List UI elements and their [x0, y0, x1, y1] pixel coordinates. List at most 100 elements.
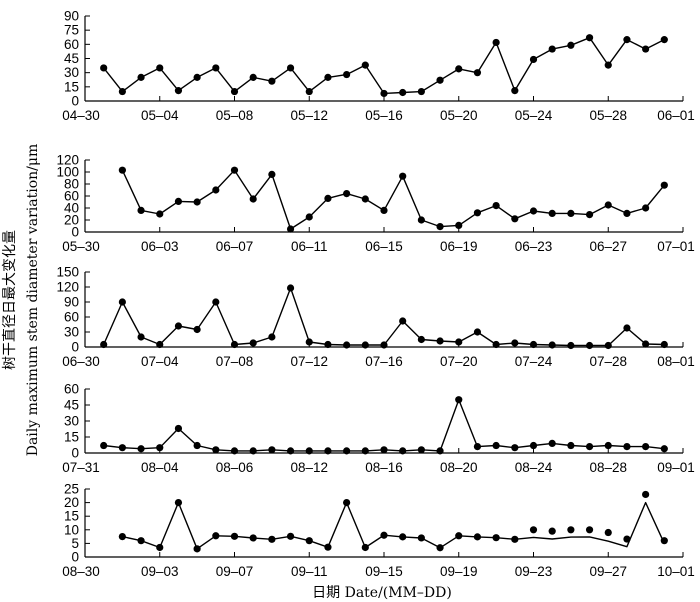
- data-point: [100, 64, 108, 72]
- data-point: [511, 339, 519, 347]
- data-point: [567, 526, 575, 534]
- y-tick-label: 150: [56, 265, 79, 280]
- data-point: [548, 45, 556, 53]
- data-point: [193, 545, 201, 553]
- data-point: [305, 447, 313, 455]
- data-point: [417, 216, 425, 224]
- data-point: [343, 447, 351, 455]
- data-point: [660, 181, 668, 189]
- data-point: [361, 341, 369, 349]
- x-tick-label: 07–24: [515, 354, 553, 369]
- x-tick-label: 08–28: [589, 460, 627, 475]
- data-point: [511, 444, 519, 452]
- data-point: [642, 204, 650, 212]
- data-point: [455, 396, 463, 404]
- data-point: [623, 443, 631, 451]
- data-point: [529, 526, 538, 534]
- y-axis-title-english: Daily maximum stem diameter variation/μm: [25, 144, 41, 457]
- x-tick-label: 05–24: [515, 108, 553, 123]
- data-point: [361, 543, 369, 552]
- data-point: [567, 341, 575, 350]
- data-point: [511, 215, 519, 223]
- data-point: [268, 535, 276, 543]
- y-tick-label: 30: [64, 325, 79, 340]
- data-point: [473, 69, 482, 77]
- data-point: [156, 444, 164, 452]
- x-tick-label: 07–20: [440, 354, 478, 369]
- data-point: [212, 298, 220, 306]
- data-point: [230, 447, 239, 455]
- data-point: [118, 444, 126, 452]
- data-point: [230, 87, 239, 96]
- data-point: [642, 490, 650, 499]
- data-point: [268, 170, 276, 178]
- data-point: [604, 61, 612, 69]
- data-point: [623, 535, 631, 543]
- y-tick-label: 45: [64, 51, 79, 66]
- data-point: [660, 537, 668, 545]
- series-line-measured: [103, 287, 665, 347]
- x-tick-label: 05–08: [216, 108, 254, 123]
- x-tick-label: 07–16: [365, 354, 403, 369]
- data-point: [585, 211, 594, 219]
- data-point: [492, 534, 500, 542]
- data-point: [548, 341, 556, 349]
- data-point: [399, 317, 407, 325]
- x-tick-label: 06–15: [365, 239, 403, 254]
- x-tick-label: 08–16: [365, 460, 403, 475]
- y-tick-label: 30: [64, 65, 79, 80]
- x-tick-label: 06–23: [515, 239, 553, 254]
- data-point: [623, 36, 631, 44]
- x-tick-label: 06–19: [440, 239, 478, 254]
- x-tick-label: 06–07: [216, 239, 254, 254]
- data-point: [249, 447, 257, 455]
- x-axis-title: 日期 Date/(MM–DD): [312, 585, 452, 601]
- data-point: [118, 166, 126, 174]
- data-point: [174, 322, 183, 330]
- data-point: [585, 34, 594, 42]
- data-point: [511, 87, 519, 95]
- data-point: [660, 36, 668, 44]
- y-tick-label: 5: [71, 536, 79, 551]
- data-point: [529, 55, 538, 64]
- data-point: [660, 340, 668, 349]
- data-point: [118, 87, 126, 96]
- data-point: [380, 89, 388, 98]
- x-tick-label: 09–01: [657, 460, 695, 475]
- series-line-measured: [103, 399, 665, 452]
- data-point: [455, 532, 463, 540]
- data-point: [436, 337, 444, 345]
- data-point: [137, 537, 145, 545]
- y-tick-label: 0: [71, 446, 79, 461]
- series-line-measured: [122, 501, 515, 550]
- data-point: [399, 447, 407, 455]
- x-tick-label: 05–28: [589, 108, 627, 123]
- y-tick-label: 25: [64, 482, 79, 497]
- data-point: [399, 533, 407, 541]
- x-tick-label: 08–04: [141, 460, 179, 475]
- y-tick-label: 120: [56, 280, 79, 295]
- x-tick-label: 08–20: [440, 460, 478, 475]
- data-point: [436, 544, 444, 552]
- data-point: [249, 73, 257, 81]
- x-tick-label: 08–06: [216, 460, 254, 475]
- y-tick-label: 80: [64, 177, 79, 192]
- y-tick-label: 0: [71, 94, 79, 109]
- x-tick-label: 09–23: [515, 564, 553, 579]
- data-point: [455, 221, 463, 229]
- data-point: [212, 64, 220, 72]
- data-point: [324, 340, 332, 349]
- data-point: [380, 446, 388, 454]
- y-tick-label: 75: [64, 23, 79, 38]
- x-tick-label: 09–11: [291, 564, 328, 579]
- data-point: [642, 443, 650, 451]
- data-point: [660, 445, 668, 453]
- x-tick-label: 07–01: [657, 239, 695, 254]
- data-point: [193, 73, 201, 81]
- data-point: [361, 447, 369, 455]
- data-point: [604, 341, 612, 350]
- data-point: [118, 298, 126, 306]
- data-point: [417, 335, 425, 344]
- data-point: [174, 87, 183, 95]
